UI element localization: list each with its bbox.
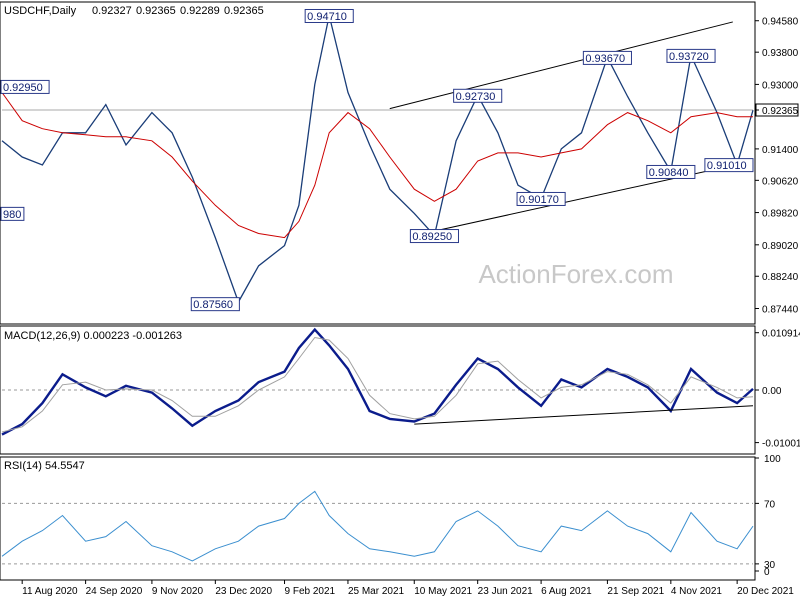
macd-y-axis: 0.010914 0.00 -0.010019 xyxy=(755,329,800,450)
price-annotation: 0.92730 xyxy=(453,88,503,103)
annotation-box xyxy=(453,88,503,103)
channel-trendline-1 xyxy=(414,160,754,237)
macd-panel-title: MACD(12,26,9) 0.000223 -0.001263 xyxy=(4,330,182,342)
y-tick-label: 0.93800 xyxy=(762,48,799,59)
annotation-box xyxy=(0,206,25,221)
annotation-box xyxy=(704,158,754,173)
annotation-label: 0.87560 xyxy=(193,299,233,311)
annotation-label: 980 xyxy=(3,209,21,221)
x-tick-label: 20 Dec 2021 xyxy=(737,586,794,597)
rsi-grid xyxy=(2,502,753,565)
price-annotation: 0.93720 xyxy=(666,48,716,63)
y-tick-label: 0.87440 xyxy=(762,304,799,315)
ohlc-close: 0.92365 xyxy=(224,5,264,17)
annotation-label: 0.91010 xyxy=(707,160,747,172)
moving-average-series-line xyxy=(1,92,753,239)
annotation-label: 0.93720 xyxy=(669,51,709,63)
x-tick-label: 10 May 2021 xyxy=(414,586,472,597)
rsi-panel-frame xyxy=(0,456,756,581)
y-tick-label: -0.010019 xyxy=(762,439,800,450)
y-tick-label: 0.88240 xyxy=(762,272,799,283)
annotation-box xyxy=(646,164,696,179)
price-panel-title: USDCHF,Daily xyxy=(4,5,77,17)
channel-trendline-2 xyxy=(389,21,733,110)
y-tick-label: 0.94580 xyxy=(762,17,799,28)
price-annotation: 0.92950 xyxy=(0,79,50,94)
price-annotation: 0.90170 xyxy=(516,191,566,206)
rsi-lines xyxy=(1,490,754,562)
price-series-line xyxy=(1,15,754,304)
annotation-box xyxy=(409,229,459,244)
macd-trendline xyxy=(414,405,754,425)
rsi-panel-title: RSI(14) 54.5547 xyxy=(4,460,85,472)
x-tick-label: 23 Jun 2021 xyxy=(478,586,533,597)
ohlc-low: 0.92289 xyxy=(180,5,220,17)
y-tick-label: 0.010914 xyxy=(762,329,800,340)
y-tick-label: 0.90620 xyxy=(762,176,799,187)
annotation-label: 0.89250 xyxy=(412,231,452,243)
signal-line xyxy=(1,336,754,433)
y-tick-label: 70 xyxy=(764,499,776,510)
ohlc-open: 0.92327 xyxy=(92,5,132,17)
price-y-axis: 0.94580 0.93800 0.93000 0.92365 0.91400 0.906… xyxy=(755,17,799,315)
x-tick-label: 24 Sep 2020 xyxy=(86,586,143,597)
annotation-box xyxy=(304,8,354,23)
macd-lines xyxy=(1,327,754,436)
price-lines xyxy=(1,15,754,304)
rsi-y-axis: 100 70 300 xyxy=(755,454,781,578)
x-tick-label: 21 Sep 2021 xyxy=(607,586,664,597)
macd-line xyxy=(1,327,754,436)
x-tick-label: 11 Aug 2020 xyxy=(22,586,78,597)
price-annotation: 0.89250 xyxy=(409,229,459,244)
x-axis: 11 Aug 2020 24 Sep 2020 9 Nov 2020 23 Dec 2… xyxy=(21,580,794,597)
y-tick-label: 0.91400 xyxy=(762,145,799,156)
y-tick-label: 0.89020 xyxy=(762,241,799,252)
x-tick-label: 25 Mar 2021 xyxy=(348,586,405,597)
annotation-label: 0.90170 xyxy=(519,194,559,206)
annotation-box xyxy=(582,50,632,65)
x-tick-label: 6 Aug 2021 xyxy=(541,586,592,597)
x-tick-label: 4 Nov 2021 xyxy=(671,586,723,597)
annotation-box xyxy=(516,191,566,206)
annotation-label: 0.90840 xyxy=(649,167,689,179)
y-tick-label: 0.92365 xyxy=(762,106,799,117)
annotation-box xyxy=(666,48,716,63)
macd-panel-frame xyxy=(0,325,756,455)
price-annotation: 0.91010 xyxy=(704,158,754,173)
price-panel: USDCHF,Daily 0.92327 0.92365 0.92289 0.9… xyxy=(0,1,799,325)
price-annotation: 0.90840 xyxy=(646,164,696,179)
annotation-label: 0.94710 xyxy=(307,11,347,23)
ohlc-high: 0.92365 xyxy=(136,5,176,17)
annotation-box xyxy=(190,297,240,312)
x-tick-label: 23 Dec 2020 xyxy=(215,586,272,597)
x-tick-label: 9 Feb 2021 xyxy=(285,586,336,597)
price-annotation: 0.94710 xyxy=(304,8,354,23)
y-tick-label: 0.89820 xyxy=(762,209,799,220)
macd-panel: MACD(12,26,9) 0.000223 -0.001263 0.01091… xyxy=(0,325,800,455)
price-annotations: 0.92950 980 0.94710 0.87560 0.92730 0.89250 0.… xyxy=(0,8,754,312)
price-annotation: 0.87560 xyxy=(190,297,240,312)
rsi-panel: RSI(14) 54.5547 100 70 300 xyxy=(0,454,781,581)
y-tick-label: 30 xyxy=(764,560,776,571)
price-annotation: 980 xyxy=(0,206,25,221)
y-tick-label: 0.00 xyxy=(762,386,782,397)
annotation-label: 0.92950 xyxy=(3,82,43,94)
rsi-line xyxy=(1,490,754,562)
y-tick-label: 100 xyxy=(764,454,781,465)
y-tick-label: 0.93000 xyxy=(762,80,799,91)
y-tick-label: 0 xyxy=(764,567,770,578)
price-annotation: 0.93670 xyxy=(582,50,632,65)
annotation-label: 0.92730 xyxy=(456,91,496,103)
annotation-label: 0.93670 xyxy=(585,53,625,65)
annotation-box xyxy=(0,79,50,94)
x-tick-label: 9 Nov 2020 xyxy=(152,586,204,597)
watermark-text: ActionForex.com xyxy=(478,259,673,289)
